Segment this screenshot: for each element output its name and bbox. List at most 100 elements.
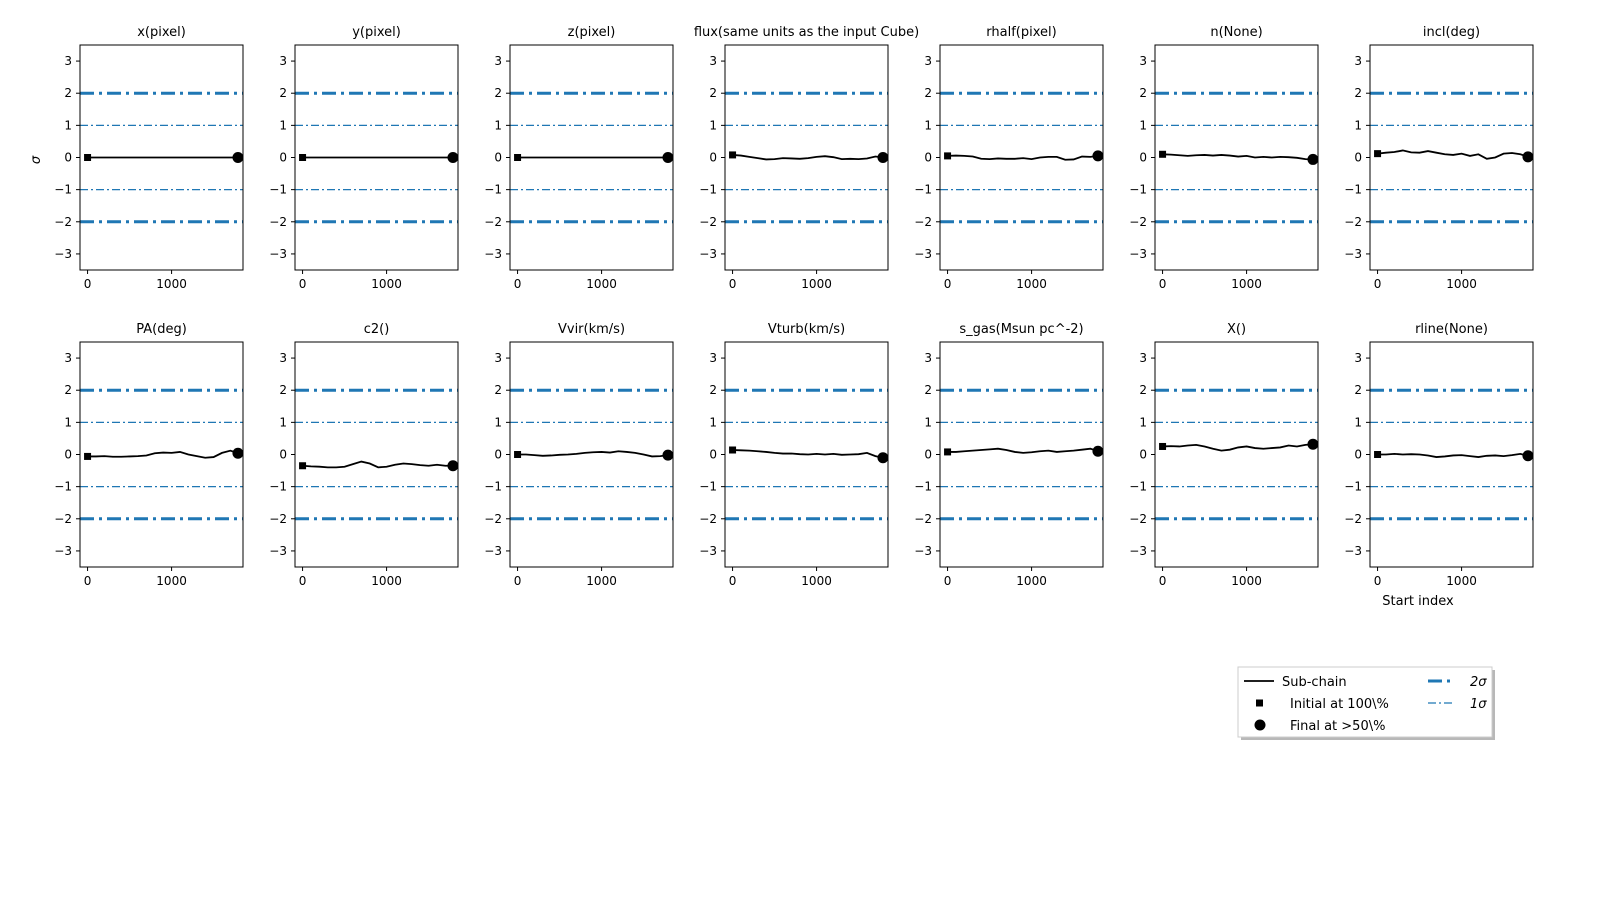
x-tick-label: 0 [1374,277,1382,291]
y-tick-label: −1 [1129,480,1147,494]
y-tick-label: −3 [699,247,717,261]
final-marker [662,449,674,461]
y-tick-label: 1 [709,415,717,429]
legend: Sub-chain Initial at 100\% Final at >50\% 2… [1237,666,1495,740]
y-tick-label: 1 [924,415,932,429]
y-tick-label: 2 [279,86,287,100]
y-tick-label: 1 [1354,118,1362,132]
x-tick-label: 1000 [156,277,187,291]
panel: PA(deg) −3 −2 −1 0 1 2 3 0 1000 [54,322,244,588]
final-marker [1522,151,1534,163]
x-tick-label: 1000 [1231,277,1262,291]
y-tick-label: −2 [1344,215,1362,229]
initial-marker [514,154,522,161]
y-tick-label: 1 [279,415,287,429]
y-tick-label: −2 [914,512,932,526]
initial-marker [84,452,92,460]
panel: rhalf(pixel) −3 −2 −1 0 1 2 3 0 1000 [914,25,1104,291]
y-tick-label: 1 [924,118,932,132]
final-marker [662,152,674,163]
x-tick-label: 0 [1159,277,1167,291]
y-tick-label: 0 [1354,151,1362,165]
y-tick-label: −2 [269,512,287,526]
y-tick-label: −2 [699,215,717,229]
panel-title: PA(deg) [136,322,187,337]
legend-box [1237,666,1493,738]
y-tick-label: −3 [484,544,502,558]
panel: x(pixel) −3 −2 −1 0 1 2 3 0 1000 [54,25,244,291]
panel: n(None) −3 −2 −1 0 1 2 3 0 1000 [1129,25,1319,291]
y-tick-label: 3 [709,351,717,365]
y-tick-label: 2 [1139,86,1147,100]
y-tick-label: −1 [54,183,72,197]
x-tick-label: 1000 [1231,574,1262,588]
final-marker [1522,450,1534,462]
legend-label: Initial at 100\% [1290,697,1389,712]
final-marker [1092,445,1104,457]
y-tick-label: −3 [54,247,72,261]
y-tick-label: 0 [494,448,502,462]
x-tick-label: 0 [84,574,92,588]
y-tick-label: 3 [709,54,717,68]
y-tick-label: −1 [699,183,717,197]
y-tick-label: 1 [1139,415,1147,429]
y-tick-label: −3 [269,544,287,558]
final-marker [877,452,889,464]
y-tick-label: 1 [494,118,502,132]
y-axis-label: σ [29,155,44,164]
final-marker [232,152,244,163]
initial-marker [1374,150,1382,158]
legend-label: Final at >50\% [1290,719,1385,734]
y-tick-label: 0 [709,448,717,462]
y-tick-label: −1 [914,183,932,197]
x-tick-label: 0 [514,574,522,588]
panel: z(pixel) −3 −2 −1 0 1 2 3 0 1000 [484,25,674,291]
panel-title: c2() [364,322,390,337]
y-tick-label: 0 [64,448,72,462]
y-tick-label: 3 [924,351,932,365]
x-tick-label: 1000 [1446,277,1477,291]
y-tick-label: −2 [1129,512,1147,526]
legend-circle-swatch [1254,719,1266,731]
sub-chain-line [1377,452,1529,458]
x-tick-label: 0 [514,277,522,291]
y-tick-label: −2 [1129,215,1147,229]
x-tick-label: 0 [1374,574,1382,588]
y-tick-label: −2 [1344,512,1362,526]
final-marker [447,460,459,472]
y-tick-label: −1 [1129,183,1147,197]
y-tick-label: −3 [54,544,72,558]
sub-chain-line [1162,443,1314,452]
y-tick-label: 2 [494,86,502,100]
y-tick-label: 1 [1354,415,1362,429]
panel-title: n(None) [1210,25,1262,40]
y-tick-label: 3 [1354,351,1362,365]
y-tick-label: 3 [279,54,287,68]
y-tick-label: 3 [1139,54,1147,68]
x-tick-label: 0 [1159,574,1167,588]
y-tick-label: 0 [64,151,72,165]
y-tick-label: 1 [64,118,72,132]
panel-title: x(pixel) [137,25,186,40]
x-tick-label: 1000 [156,574,187,588]
y-tick-label: −3 [269,247,287,261]
legend-label: Sub-chain [1282,675,1347,690]
y-tick-label: 0 [1139,448,1147,462]
y-tick-label: −2 [484,512,502,526]
y-tick-label: −1 [269,480,287,494]
panel-title: X() [1227,322,1246,337]
y-tick-label: 0 [279,448,287,462]
y-tick-label: −3 [914,544,932,558]
y-tick-label: −1 [484,183,502,197]
x-tick-label: 1000 [586,277,617,291]
y-tick-label: 0 [924,151,932,165]
y-tick-label: 2 [709,86,717,100]
y-tick-label: 2 [1354,86,1362,100]
sub-chain-line [732,449,884,459]
y-tick-label: 3 [924,54,932,68]
panel: Vvir(km/s) −3 −2 −1 0 1 2 3 0 1000 [484,322,674,588]
y-tick-label: −3 [699,544,717,558]
y-tick-label: 2 [64,86,72,100]
y-tick-label: 3 [1139,351,1147,365]
